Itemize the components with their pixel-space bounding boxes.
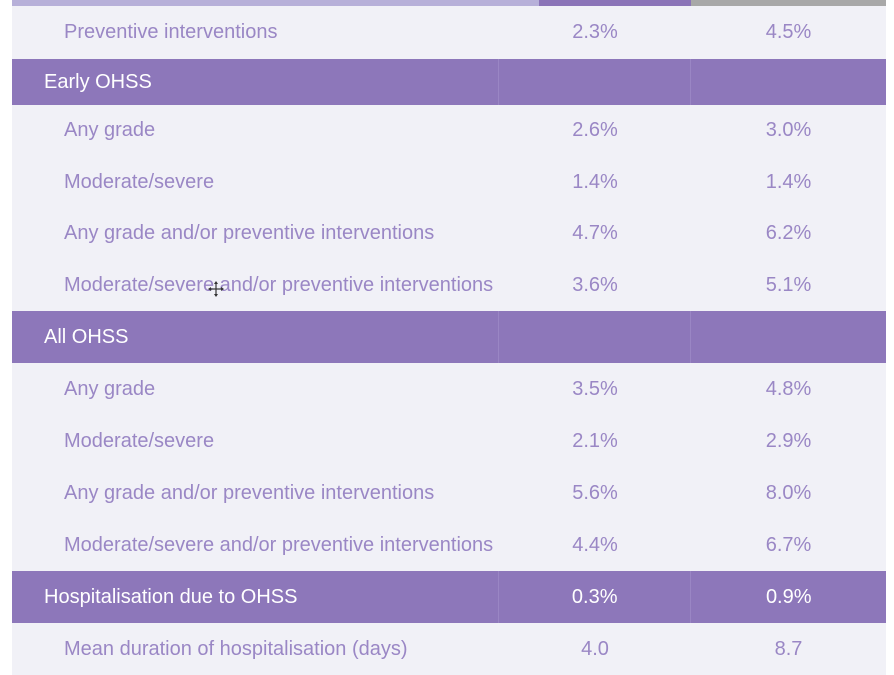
row-label: Any grade xyxy=(64,119,156,141)
value-group-2: 6.7% xyxy=(765,533,812,556)
value-group-1 xyxy=(497,311,691,363)
value-group-1: 4.7% xyxy=(572,222,618,244)
value-group-2: 3.0% xyxy=(765,119,812,141)
value-group-2: 4.8% xyxy=(765,377,812,400)
table-row: Preventive interventions 2.3% 4.5% xyxy=(12,6,886,59)
table-row: Moderate/severe and/or preventive interv… xyxy=(12,259,886,311)
row-label: Any grade and/or preventive intervention… xyxy=(64,481,435,504)
value-group-2: 5.1% xyxy=(765,273,812,296)
value-group-1: 2.1% xyxy=(572,429,618,452)
header-strip-label-column xyxy=(12,0,539,6)
value-group-2 xyxy=(690,59,886,105)
value-group-1 xyxy=(497,59,691,105)
section-header-row: Hospitalisation due to OHSS 0.3% 0.9% xyxy=(12,571,886,623)
row-label: Mean duration of hospitalisation (days) xyxy=(64,637,408,660)
value-group-2: 2.9% xyxy=(765,429,812,452)
value-group-1: 2.6% xyxy=(572,119,618,141)
header-strip-group-1 xyxy=(539,0,691,6)
value-group-1: 3.6% xyxy=(572,273,618,296)
value-group-2: 6.2% xyxy=(765,222,812,244)
value-group-1: 0.3% xyxy=(497,571,691,623)
row-label: Preventive interventions xyxy=(64,21,278,43)
table-row: Any grade and/or preventive intervention… xyxy=(12,208,886,259)
value-group-1: 3.5% xyxy=(572,377,618,400)
section-label: All OHSS xyxy=(44,325,129,348)
value-group-2: 8.0% xyxy=(765,481,812,504)
value-group-1: 4.4% xyxy=(572,533,618,556)
row-label: Any grade and/or preventive intervention… xyxy=(64,222,435,244)
table-row: Mean duration of hospitalisation (days) … xyxy=(12,623,886,675)
value-group-1: 2.3% xyxy=(572,21,618,43)
value-group-1: 5.6% xyxy=(572,481,618,504)
table-row: Moderate/severe 1.4% 1.4% xyxy=(12,156,886,208)
value-group-1: 1.4% xyxy=(572,170,618,193)
value-group-2: 0.9% xyxy=(690,571,886,623)
row-label: Any grade xyxy=(64,377,156,400)
header-strip-group-2 xyxy=(691,0,886,6)
table-row: Any grade 3.5% 4.8% xyxy=(12,363,886,415)
section-header-row: All OHSS xyxy=(12,311,886,363)
ohss-results-table: Preventive interventions 2.3% 4.5% Early… xyxy=(12,6,886,675)
row-label: Moderate/severe and/or preventive interv… xyxy=(64,273,494,296)
table-row: Any grade 2.6% 3.0% xyxy=(12,105,886,156)
row-label: Moderate/severe xyxy=(64,429,215,452)
move-cursor-icon xyxy=(208,281,224,297)
table-row: Any grade and/or preventive intervention… xyxy=(12,467,886,519)
table-row: Moderate/severe 2.1% 2.9% xyxy=(12,415,886,467)
value-group-2: 8.7 xyxy=(774,637,803,660)
section-label: Early OHSS xyxy=(44,70,152,93)
section-label: Hospitalisation due to OHSS xyxy=(44,585,298,608)
value-group-2: 4.5% xyxy=(765,21,812,43)
value-group-2 xyxy=(690,311,886,363)
table-row: Moderate/severe and/or preventive interv… xyxy=(12,519,886,571)
value-group-2: 1.4% xyxy=(765,170,812,193)
row-label: Moderate/severe xyxy=(64,170,215,193)
row-label: Moderate/severe and/or preventive interv… xyxy=(64,533,494,556)
section-header-row: Early OHSS xyxy=(12,59,886,105)
value-group-1: 4.0 xyxy=(581,637,609,660)
